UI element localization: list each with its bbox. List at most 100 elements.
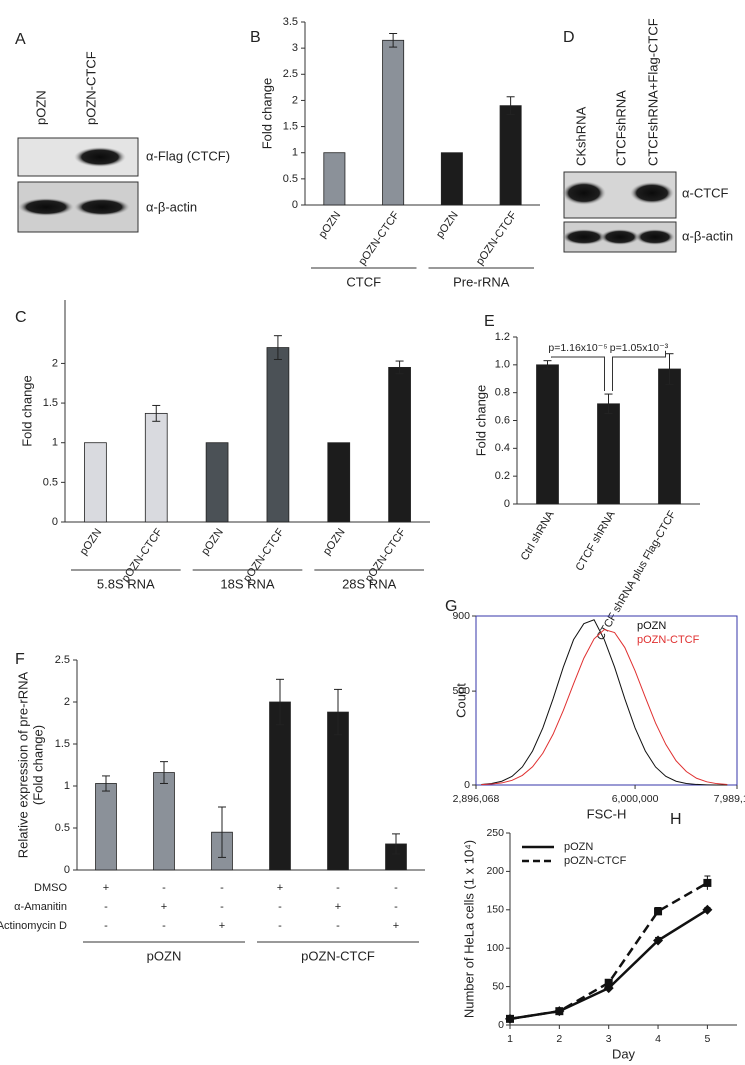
blot-band [74,147,126,167]
y-axis-label: Fold change [19,375,34,447]
group-label: 5.8S RNA [97,576,155,591]
series-line [481,619,728,786]
marker [703,878,712,887]
panel-label: B [250,29,261,46]
x-tick-label: pOZN [321,526,348,557]
blot-band [600,229,640,245]
bar [327,442,351,523]
y-tick-label: 0.2 [495,470,510,482]
y-tick-label: 2 [52,357,58,369]
lane-label: pOZN-CTCF [83,51,98,125]
legend-label: pOZN-CTCF [637,634,700,646]
y-tick-label: 0 [504,498,510,510]
bar [536,364,559,505]
panel-label: C [15,309,27,326]
bar [597,403,620,505]
treatment-mark: - [336,882,340,894]
y-tick-label: 1 [52,437,58,449]
panel-label: A [15,31,26,48]
y-tick-label: 2 [292,94,298,106]
marker [604,978,613,987]
blot-row-label: α-Flag (CTCF) [146,148,230,163]
group-label: 28S RNA [342,576,397,591]
treatment-mark: + [335,901,341,913]
blot-band [18,198,74,216]
y-tick-label: 1 [292,147,298,159]
treatment-mark: + [277,882,283,894]
blot-band [562,229,606,245]
y-tick-label: 50 [492,980,504,992]
treatment-mark: - [394,882,398,894]
y-tick-label: 0.5 [283,173,298,185]
marker [506,1014,514,1023]
treatment-mark: - [162,882,166,894]
x-tick-label: Ctrl shRNA [519,508,557,562]
y-axis-label: Number of HeLa cells (1 x 10⁴) [461,840,476,1018]
y-tick-label: 0 [498,1019,504,1031]
panel-label: E [484,313,495,330]
x-tick-label: pOZN-CTCF [474,209,520,267]
bar [144,412,168,523]
marker [654,907,663,916]
treatment-mark: - [278,901,282,913]
x-tick-label: 3 [606,1033,612,1045]
bar [658,368,681,505]
bar [327,711,349,871]
bar [499,105,522,206]
y-tick-label: 0.8 [495,387,510,399]
x-axis-label: FSC-H [587,806,627,821]
treatment-mark: - [278,920,282,932]
y-axis-label: Fold change [259,78,274,150]
y-tick-label: 500 [452,685,470,697]
legend-label: pOZN [637,620,666,632]
p-value: p=1.05x10⁻³ [610,342,669,354]
bar [84,442,107,523]
y-tick-label: 0 [64,864,70,876]
blot-band [630,182,674,204]
x-tick-label: pOZN [317,209,344,240]
y-tick-label: 1.0 [495,359,510,371]
y-tick-label: 100 [486,942,504,954]
y-tick-label: 2.5 [55,654,70,666]
bar [388,366,411,523]
x-tick-label: pOZN [199,526,226,557]
treatment-mark: - [220,901,224,913]
x-tick-label: CTCF shRNA [574,508,618,573]
treatment-mark: - [104,901,108,913]
y-tick-label: 1 [64,780,70,792]
bar [205,442,229,523]
series-line [509,908,709,1021]
lane-label: pOZN [33,90,48,125]
x-tick-label: 5 [704,1033,710,1045]
series-line [509,881,709,1021]
y-tick-label: 900 [452,610,470,622]
panel-label: D [563,29,575,46]
y-tick-label: 2 [64,696,70,708]
group-label: Pre-rRNA [453,274,510,289]
y-tick-label: 1.5 [43,397,58,409]
panel-label: G [445,598,457,615]
plot-frame [475,615,738,786]
x-tick-label: 2 [556,1033,562,1045]
y-tick-label: 1.2 [495,331,510,343]
y-tick-label: 0 [464,779,470,791]
x-tick-label: 2,896,068 [453,793,500,805]
treatment-mark: + [219,920,225,932]
blot-band [562,181,606,205]
group-label: CTCF [346,274,381,289]
bar [153,772,175,871]
group-label: pOZN [147,948,182,963]
treatment-mark: + [393,920,399,932]
blot-band [635,229,675,245]
y-tick-label: 3.5 [283,16,298,28]
treatment-mark: + [103,882,109,894]
x-tick-label: 6,000,000 [612,793,659,805]
blot-d: CKshRNA CTCFshRNA CTCFshRNA+Flag-CTCF α-… [562,18,733,253]
y-tick-label: 1.5 [283,120,298,132]
treatment-mark: - [336,920,340,932]
significance-bracket [612,350,666,392]
panel-label: H [670,811,682,828]
x-tick-label: pOZN-CTCF [356,209,402,267]
marker [653,935,664,946]
